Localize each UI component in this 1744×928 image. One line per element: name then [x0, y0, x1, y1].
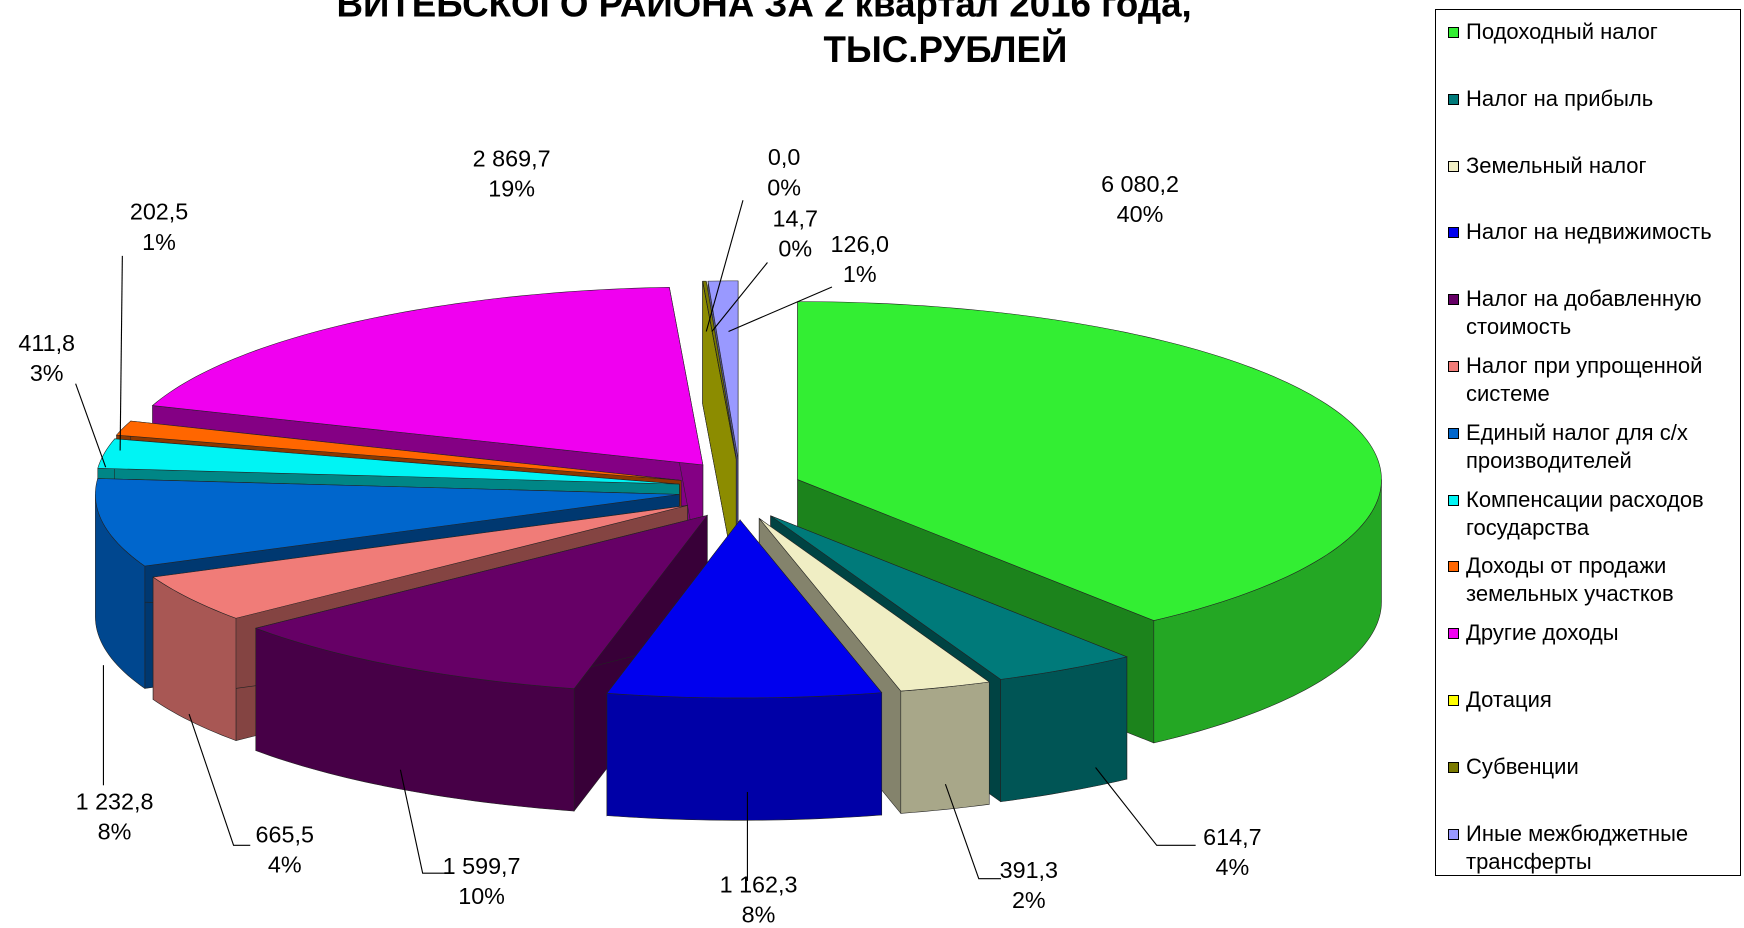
legend-item: Земельный налог	[1446, 152, 1738, 180]
legend-swatch	[1448, 828, 1459, 840]
data-label: 614,7	[1203, 824, 1261, 850]
legend-swatch	[1448, 695, 1459, 706]
chart-title: ТЫС.РУБЛЕЙ	[823, 28, 1067, 70]
slice-wall	[606, 692, 883, 821]
legend-label: Компенсации расходов государства	[1466, 486, 1704, 540]
percent-label: 4%	[268, 852, 302, 878]
legend-item: Налог на добавленную стоимость	[1446, 285, 1738, 341]
slice	[702, 281, 737, 459]
legend-item: Налог на недвижимость	[1446, 218, 1738, 246]
legend: Подоходный налог Налог на прибыль Земельны…	[1435, 9, 1741, 876]
data-label: 14,7	[773, 205, 818, 231]
legend-label: Земельный налог	[1466, 152, 1647, 178]
legend-label: Субвенции	[1466, 753, 1579, 779]
leader-line	[711, 262, 768, 332]
legend-item: Налог при упрощенной системе	[1446, 352, 1738, 408]
leader-line	[1095, 767, 1196, 846]
legend-swatch	[1448, 494, 1459, 506]
legend-swatch	[1448, 361, 1459, 372]
percent-label: 40%	[1117, 201, 1164, 227]
legend-swatch	[1448, 561, 1459, 573]
data-label: 665,5	[256, 822, 314, 848]
data-label: 6 080,2	[1101, 171, 1179, 197]
percent-label: 8%	[98, 818, 132, 844]
percent-label: 10%	[458, 883, 505, 909]
leader-line	[705, 200, 744, 332]
data-label: 1 599,7	[443, 853, 521, 879]
labels: 6 080,2 40% 614,7 4% 391,3 2% 1 162,3 8% 1 599,7…	[18, 144, 1261, 927]
percent-label: 19%	[488, 175, 535, 201]
legend-label: Доходы от продажи земельных участков	[1466, 553, 1674, 607]
legend-item: Подоходный налог	[1446, 18, 1738, 46]
leader-line	[728, 286, 833, 332]
leader-line	[399, 769, 445, 874]
legend-label: Подоходный налог	[1466, 19, 1658, 44]
percent-label: 0%	[767, 174, 801, 200]
data-label: 391,3	[1000, 857, 1058, 883]
legend-item: Иные межбюджетные трансферты	[1446, 820, 1738, 876]
slice	[115, 420, 682, 481]
slice	[707, 280, 739, 459]
legend-label: Налог при упрощенной системе	[1466, 353, 1703, 406]
percent-label: 3%	[30, 360, 64, 386]
percent-label: 1%	[843, 261, 877, 287]
slice	[152, 505, 688, 619]
legend-item: Дотация	[1446, 686, 1738, 714]
data-label: 2 869,7	[473, 145, 551, 171]
slice	[797, 301, 1382, 621]
legend-label: Единый налог для с/х производителей	[1466, 419, 1688, 473]
data-label: 1 232,8	[76, 788, 154, 814]
legend-item: Единый налог для с/х производителей	[1446, 419, 1738, 475]
percent-label: 4%	[1215, 854, 1249, 880]
legend-label: Дотация	[1466, 687, 1552, 712]
legend-swatch	[1448, 628, 1459, 640]
legend-swatch	[1448, 227, 1459, 239]
slice-wall	[900, 681, 990, 814]
legend-item: Компенсации расходов государства	[1446, 486, 1738, 542]
legend-swatch	[1448, 27, 1459, 38]
legend-label: Другие доходы	[1466, 620, 1619, 646]
percent-label: 1%	[142, 229, 176, 255]
legend-item: Налог на прибыль	[1446, 85, 1738, 113]
legend-item: Другие доходы	[1446, 619, 1738, 647]
legend-label: Иные межбюджетные трансферты	[1466, 820, 1689, 874]
legend-label: Налог на недвижимость	[1466, 219, 1712, 245]
slice	[151, 286, 704, 466]
slice	[758, 518, 990, 692]
leader-line	[119, 255, 123, 451]
slice	[606, 519, 883, 699]
leader-line	[944, 783, 1002, 880]
data-label: 202,5	[130, 199, 188, 225]
legend-swatch	[1448, 93, 1459, 105]
slice	[770, 515, 1128, 680]
legend-swatch	[1448, 761, 1459, 773]
legend-swatch	[1448, 294, 1459, 306]
legend-swatch	[1448, 427, 1459, 439]
legend-label: Налог на добавленную стоимость	[1466, 286, 1702, 340]
percent-label: 0%	[778, 235, 812, 261]
slice	[97, 438, 680, 485]
data-label: 411,8	[18, 330, 75, 356]
pie	[95, 280, 1382, 821]
legend-swatch	[1448, 160, 1459, 172]
leader-line	[188, 713, 251, 846]
slice-wall	[1000, 656, 1128, 803]
slice	[95, 478, 680, 567]
data-label: 0,0	[768, 144, 800, 170]
legend-item: Доходы от продажи земельных участков	[1446, 552, 1738, 608]
percent-label: 8%	[742, 902, 776, 928]
data-label: 1 162,3	[720, 872, 798, 898]
leader-line	[75, 383, 107, 468]
data-label: 126,0	[831, 231, 889, 257]
slice	[254, 514, 709, 689]
legend-item: Субвенции	[1446, 753, 1738, 781]
percent-label: 2%	[1012, 887, 1046, 913]
legend-label: Налог на прибыль	[1466, 85, 1654, 111]
chart-title: ВИТЕБСКОГО РАЙОНА ЗА 2 квартал 2016 года…	[336, 0, 1191, 24]
